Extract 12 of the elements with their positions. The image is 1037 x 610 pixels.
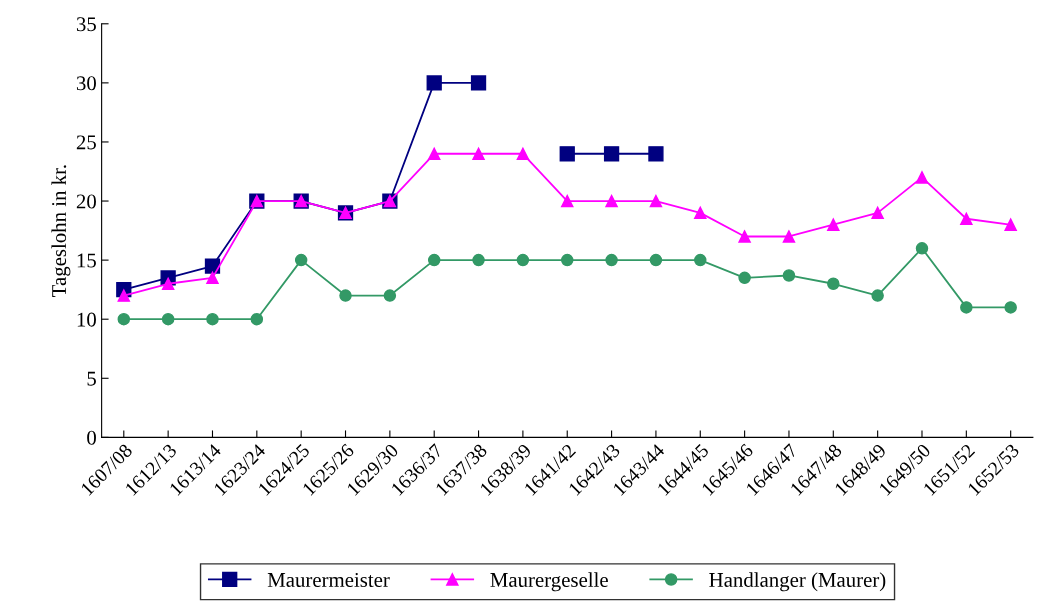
legend-label: Maurergeselle [490, 572, 608, 592]
y-axis-title: Tageslohn in kr. [51, 165, 71, 297]
y-tick-label: 35 [76, 17, 96, 32]
y-tick-label: 10 [77, 312, 96, 327]
legend-label: Maurermeister [267, 572, 390, 587]
y-tick-label: 20 [76, 194, 96, 209]
y-tick-label: 25 [76, 135, 96, 150]
y-tick-label: 30 [76, 76, 96, 91]
legend-label: Handlanger (Maurer) [709, 572, 886, 592]
y-tick-label: 15 [77, 253, 96, 268]
y-tick-label: 0 [87, 430, 96, 445]
y-tick-label: 5 [87, 371, 96, 386]
